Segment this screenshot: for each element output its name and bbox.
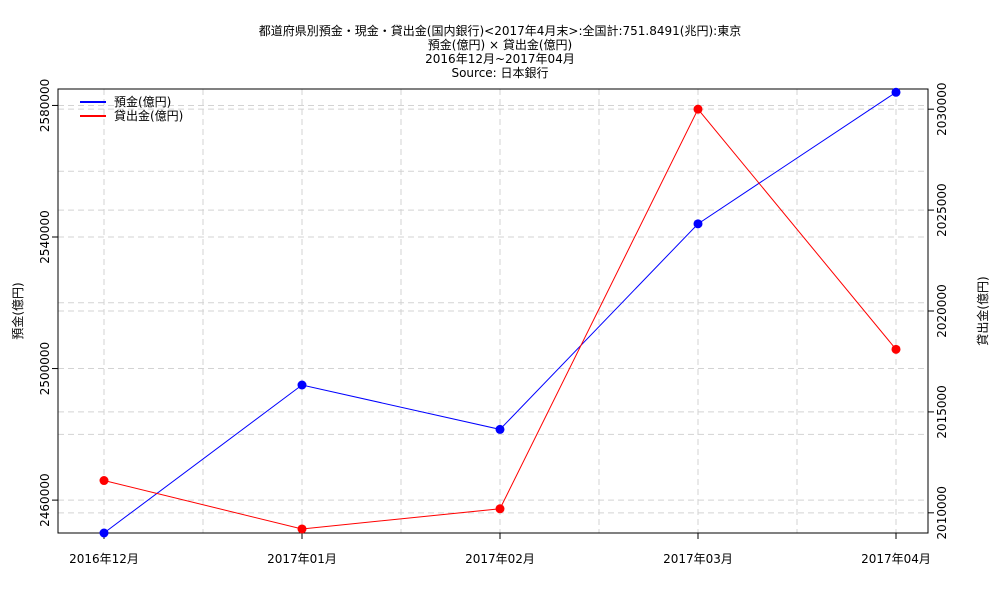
y-right-tick-label: 2030000 [935, 82, 949, 135]
data-point-loans [693, 104, 703, 114]
y-left-tick-label: 2460000 [38, 473, 52, 526]
y-left-tick-label: 2540000 [38, 210, 52, 263]
data-point-loans [297, 524, 307, 534]
data-point-deposits [693, 219, 703, 229]
y-right-tick-label: 2010000 [935, 486, 949, 539]
data-point-loans [891, 344, 901, 354]
x-tick-label: 2017年03月 [663, 552, 733, 566]
data-point-deposits [297, 380, 307, 390]
chart-subtitle: 預金(億円) × 貸出金(億円) [427, 38, 573, 52]
data-point-loans [495, 504, 505, 514]
chart-source: Source: 日本銀行 [451, 66, 549, 80]
x-tick-label: 2017年01月 [267, 552, 337, 566]
data-point-deposits [99, 528, 109, 538]
y-right-tick-label: 2015000 [935, 385, 949, 438]
chart-period: 2016年12月~2017年04月 [425, 52, 575, 66]
y-right-tick-label: 2025000 [935, 183, 949, 236]
chart-title: 都道府県別預金・現金・貸出金(国内銀行)<2017年4月末>:全国計:751.8… [258, 24, 742, 38]
y-right-tick-label: 2020000 [935, 284, 949, 337]
y-right-axis-label: 貸出金(億円) [975, 276, 990, 345]
y-left-axis-label: 預金(億円) [10, 282, 25, 339]
data-point-deposits [891, 87, 901, 97]
data-point-deposits [495, 424, 505, 434]
x-tick-label: 2017年04月 [861, 552, 931, 566]
data-point-loans [99, 476, 109, 486]
legend-label: 預金(億円) [114, 94, 171, 109]
y-left-tick-label: 2580000 [38, 79, 52, 132]
legend-label: 貸出金(億円) [114, 108, 183, 123]
x-tick-label: 2016年12月 [69, 552, 139, 566]
x-tick-label: 2017年02月 [465, 552, 535, 566]
y-left-tick-label: 2500000 [38, 342, 52, 395]
